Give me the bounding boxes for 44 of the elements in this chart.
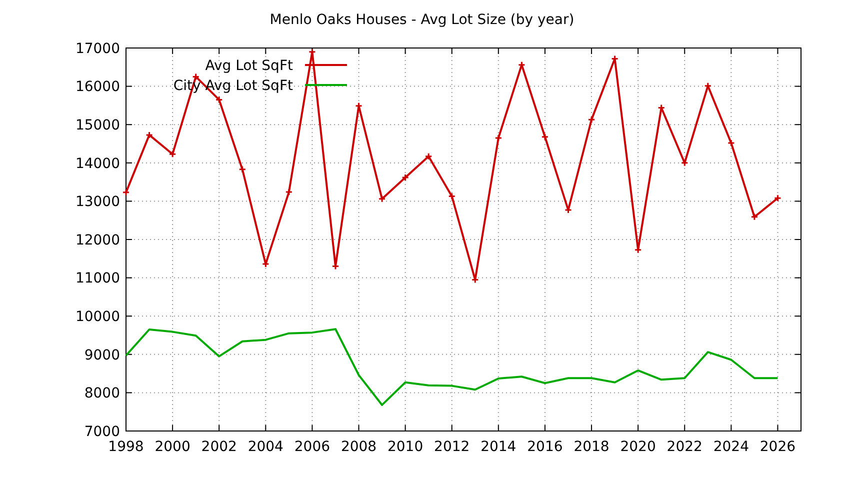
y-tick-label: 13000 [75, 194, 120, 210]
x-tick-label: 2024 [713, 439, 750, 455]
x-tick-label: 2014 [480, 439, 516, 455]
line-series [125, 328, 779, 406]
point [727, 139, 735, 147]
x-tick-label: 2000 [154, 439, 190, 455]
point [494, 134, 502, 142]
y-tick-label: 8000 [84, 386, 120, 402]
x-tick-label: 2026 [760, 439, 796, 455]
y-tick-label: 11000 [75, 270, 120, 287]
x-tick-label: 2012 [434, 439, 470, 455]
x-tick-label: 2018 [574, 439, 610, 455]
legend-label: Avg Lot SqFt [205, 58, 294, 74]
x-tick-label: 2020 [620, 439, 656, 455]
point [378, 195, 386, 203]
point [168, 150, 176, 158]
x-tick-label: 2010 [387, 439, 424, 455]
point [285, 188, 293, 196]
x-tick-label: 2022 [666, 439, 702, 455]
point [238, 166, 246, 174]
y-tick-label: 12000 [75, 232, 120, 248]
point [588, 116, 596, 124]
y-tick-label: 14000 [75, 156, 120, 172]
chart-title: Menlo Oaks Houses - Avg Lot Size (by year) [270, 12, 574, 28]
point [448, 192, 456, 200]
point [215, 96, 223, 104]
y-tick-label: 7000 [84, 424, 120, 440]
point [146, 131, 154, 139]
y-tick-label: 16000 [75, 79, 120, 96]
x-tick-label: 2004 [248, 439, 284, 455]
point [541, 133, 549, 141]
y-tick-label: 10000 [75, 309, 120, 325]
point [402, 174, 410, 182]
point [424, 152, 432, 160]
point [680, 159, 688, 167]
x-tick-label: 2002 [201, 439, 237, 455]
x-tick-label: 2016 [527, 439, 563, 455]
x-tick-label: 1998 [108, 439, 144, 455]
point [750, 213, 758, 221]
x-tick-label: 2006 [294, 439, 330, 455]
x-tick-label: 2008 [340, 439, 377, 455]
y-tick-label: 9000 [84, 347, 120, 364]
y-tick-label: 15000 [75, 118, 120, 134]
y-tick-label: 17000 [75, 40, 120, 57]
